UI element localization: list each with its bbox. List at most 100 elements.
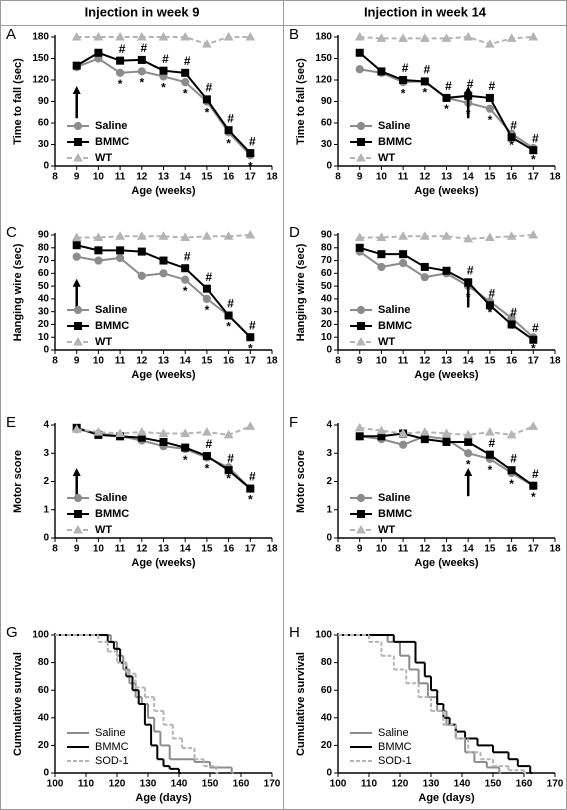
x-tick-label: 16 — [223, 172, 235, 183]
significance-mark: # — [467, 263, 474, 277]
y-tick-label: 1 — [43, 504, 49, 515]
x-axis-title: Age (weeks) — [414, 185, 479, 197]
y-axis-title: Hanging wire (sec) — [12, 243, 24, 341]
x-tick-label: 18 — [266, 356, 278, 367]
significance-mark: * — [531, 152, 536, 166]
legend-marker — [356, 493, 366, 503]
significance-mark: * — [466, 457, 471, 471]
y-tick-label: 0 — [43, 345, 49, 356]
legend-marker — [74, 138, 82, 146]
significance-mark: # — [184, 54, 191, 68]
point — [441, 33, 452, 42]
panel-label: H — [289, 624, 300, 641]
legend-marker — [73, 121, 83, 131]
point — [137, 55, 146, 64]
y-tick-label: 50 — [38, 281, 50, 292]
x-axis-title: Age (weeks) — [414, 557, 479, 569]
point — [223, 231, 234, 240]
significance-mark: * — [488, 113, 493, 127]
significance-mark: * — [488, 463, 493, 477]
arrow-head — [464, 278, 473, 287]
point — [355, 243, 364, 252]
y-tick-label: 60 — [38, 685, 50, 696]
y-tick-label: 60 — [38, 268, 50, 279]
x-tick-label: 12 — [419, 172, 431, 183]
x-tick-label: 9 — [357, 356, 363, 367]
y-tick-label: 90 — [38, 96, 50, 107]
point — [398, 33, 408, 42]
y-axis-title: Cumulative survival — [295, 652, 307, 756]
x-tick-label: 140 — [171, 779, 188, 790]
point — [485, 301, 494, 310]
point — [419, 231, 430, 240]
y-tick-label: 80 — [321, 657, 333, 668]
x-tick-label: 18 — [266, 544, 278, 555]
y-tick-label: 60 — [321, 268, 333, 279]
x-tick-label: 8 — [52, 544, 58, 555]
y-tick-label: 0 — [43, 768, 49, 779]
point — [485, 93, 494, 102]
y-tick-label: 100 — [32, 630, 49, 641]
point — [93, 427, 104, 436]
significance-mark: # — [140, 41, 147, 55]
point — [136, 427, 147, 436]
point — [354, 31, 365, 41]
significance-mark: * — [205, 303, 210, 317]
significance-mark: # — [402, 61, 409, 75]
y-axis-title: Cumulative survival — [12, 652, 24, 756]
significance-mark: * — [205, 106, 210, 120]
x-tick-label: 18 — [549, 356, 561, 367]
point — [506, 33, 517, 42]
x-tick-label: 110 — [78, 779, 95, 790]
point — [398, 428, 408, 437]
x-tick-label: 8 — [52, 356, 58, 367]
x-tick-label: 15 — [484, 172, 496, 183]
point — [377, 262, 386, 272]
x-tick-label: 14 — [180, 356, 192, 367]
point — [181, 264, 190, 273]
y-tick-label: 120 — [32, 75, 49, 86]
significance-mark: # — [532, 467, 539, 481]
arrow-head — [72, 467, 81, 476]
y-tick-label: 90 — [321, 230, 333, 241]
point — [528, 421, 539, 430]
legend-label: BMMC — [95, 136, 129, 148]
significance-mark: # — [206, 270, 213, 284]
x-tick-label: 12 — [136, 356, 148, 367]
series-line — [359, 234, 534, 240]
point — [398, 231, 408, 240]
significance-mark: # — [489, 79, 496, 93]
x-tick-label: 13 — [441, 172, 453, 183]
significance-mark: # — [227, 297, 234, 311]
y-tick-label: 4 — [326, 420, 332, 431]
point — [158, 231, 169, 240]
point — [354, 422, 365, 432]
significance-mark: * — [509, 322, 514, 336]
point — [224, 466, 233, 475]
significance-mark: # — [445, 79, 452, 93]
point — [420, 262, 429, 271]
panel-label: F — [289, 414, 298, 431]
point — [93, 31, 104, 41]
legend-label: Saline — [95, 492, 127, 504]
x-tick-label: 17 — [245, 356, 257, 367]
y-tick-label: 20 — [321, 740, 333, 751]
y-tick-label: 60 — [321, 685, 333, 696]
y-tick-label: 10 — [321, 332, 333, 343]
significance-mark: * — [531, 490, 536, 504]
y-tick-label: 80 — [38, 657, 50, 668]
legend-label: Saline — [95, 727, 126, 739]
y-tick-label: 30 — [38, 139, 50, 150]
legend-label: WT — [95, 524, 112, 536]
point — [72, 241, 81, 250]
point — [355, 48, 364, 57]
point — [420, 273, 429, 282]
point — [419, 427, 430, 436]
legend-label: SOD-1 — [378, 755, 412, 767]
x-tick-label: 17 — [528, 356, 540, 367]
significance-mark: # — [119, 42, 126, 56]
x-tick-label: 16 — [506, 172, 518, 183]
legend-marker — [73, 152, 83, 162]
point — [202, 452, 211, 461]
series-line — [76, 234, 251, 239]
